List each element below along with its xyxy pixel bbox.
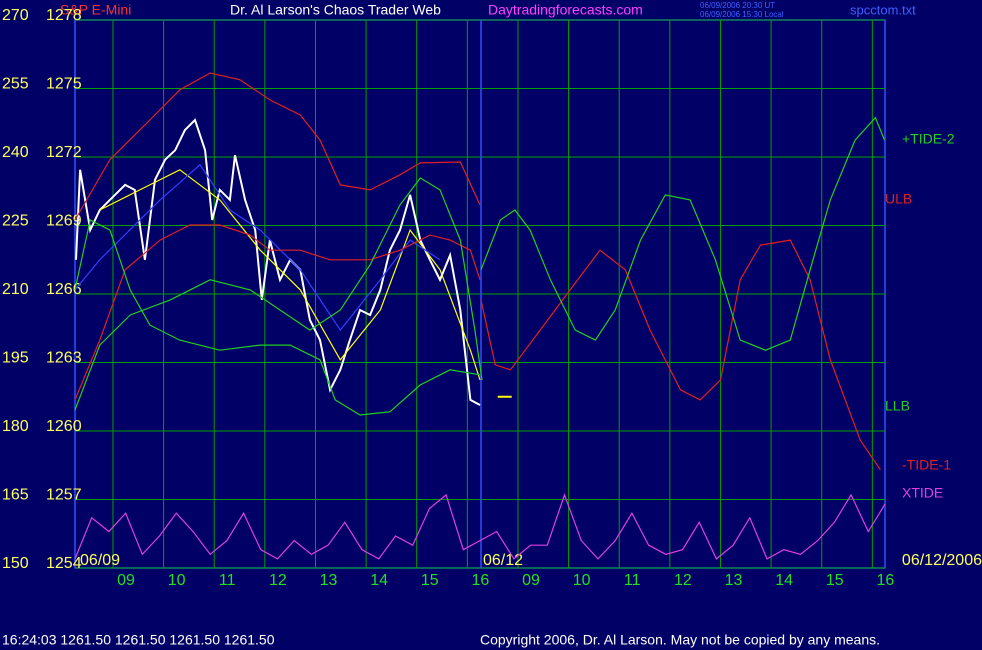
x-tick-label: 11 <box>219 572 236 589</box>
quote: 16:24:03 1261.50 1261.50 1261.50 1261.50 <box>2 632 275 648</box>
y-tick-label: 255 <box>2 76 29 93</box>
y-tick-label: 210 <box>2 281 29 298</box>
y2-tick-label: 1275 <box>46 76 82 93</box>
series-line <box>74 177 483 411</box>
series-label: XTIDE <box>902 485 943 501</box>
x-tick-label: 09 <box>117 572 135 589</box>
y-tick-label: 165 <box>2 487 29 504</box>
series-label: -TIDE-1 <box>902 457 951 473</box>
time-local: 06/09/2006 15:30 Local <box>700 10 784 19</box>
series-label: LLB <box>885 398 910 414</box>
y-tick-label: 225 <box>2 213 29 230</box>
y2-tick-label: 1269 <box>46 213 82 230</box>
y2-tick-label: 1260 <box>46 418 82 435</box>
x-tick-label: 11 <box>624 572 641 589</box>
x-tick-label: 12 <box>269 572 287 589</box>
site-link: Daytradingforecasts.com <box>488 2 643 18</box>
series-line <box>74 224 481 401</box>
y-tick-label: 195 <box>2 350 29 367</box>
x-tick-label: 13 <box>320 572 338 589</box>
copyright: Copyright 2006, Dr. Al Larson. May not b… <box>480 632 880 648</box>
x-tick-label: 16 <box>876 572 894 589</box>
x-tick-label: 15 <box>421 572 439 589</box>
series-line <box>74 72 481 221</box>
day-label: 06/12/2006 <box>902 552 982 569</box>
series-line <box>480 116 886 351</box>
y2-tick-label: 1254 <box>46 555 82 572</box>
x-tick-label: 13 <box>725 572 743 589</box>
x-tick-label: 14 <box>775 572 793 589</box>
series-line <box>74 163 441 332</box>
y-tick-label: 150 <box>2 555 29 572</box>
day-label: 06/12 <box>483 552 523 569</box>
x-tick-label: 14 <box>370 572 388 589</box>
series-line <box>74 493 886 560</box>
instrument-title: S&P E-Mini <box>60 2 131 18</box>
series-line <box>99 169 481 381</box>
y2-tick-label: 1272 <box>46 144 82 161</box>
y2-tick-label: 1278 <box>46 7 82 24</box>
series-label: +TIDE-2 <box>902 131 955 147</box>
time-ut: 06/09/2006 20:30 UT <box>700 1 775 10</box>
chart-title: Dr. Al Larson's Chaos Trader Web <box>230 2 441 18</box>
day-label: 06/09 <box>80 552 120 569</box>
x-tick-label: 15 <box>826 572 844 589</box>
series-label: ULB <box>885 191 912 207</box>
x-tick-label: 10 <box>168 572 186 589</box>
file-name: spcctom.txt <box>850 2 916 17</box>
y-tick-label: 180 <box>2 418 29 435</box>
y2-tick-label: 1257 <box>46 487 82 504</box>
y2-tick-label: 1266 <box>46 281 82 298</box>
x-tick-label: 12 <box>674 572 692 589</box>
y2-tick-label: 1263 <box>46 350 82 367</box>
x-tick-label: 10 <box>573 572 591 589</box>
x-tick-label: 09 <box>522 572 540 589</box>
series-line <box>74 219 481 416</box>
y-tick-label: 240 <box>2 144 29 161</box>
x-tick-label: 16 <box>471 572 489 589</box>
series-line <box>480 239 881 471</box>
y-tick-label: 270 <box>2 7 29 24</box>
